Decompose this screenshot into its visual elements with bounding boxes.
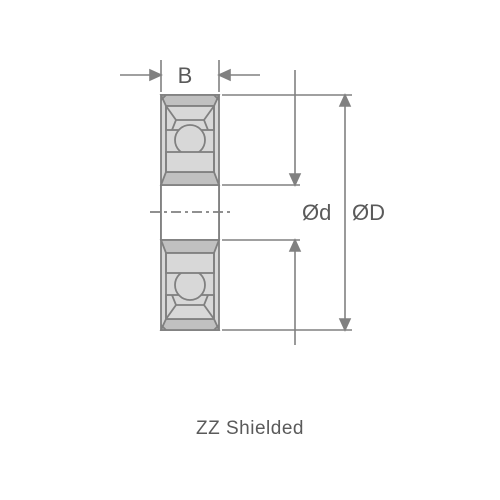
dimension-d: Ød — [222, 70, 331, 345]
label-D: ØD — [352, 200, 385, 225]
bearing-cross-section — [150, 95, 230, 330]
label-d: Ød — [302, 200, 331, 225]
diagram-caption: ZZ Shielded — [0, 418, 500, 440]
label-B: B — [178, 63, 193, 88]
dimension-B: B — [120, 60, 260, 92]
